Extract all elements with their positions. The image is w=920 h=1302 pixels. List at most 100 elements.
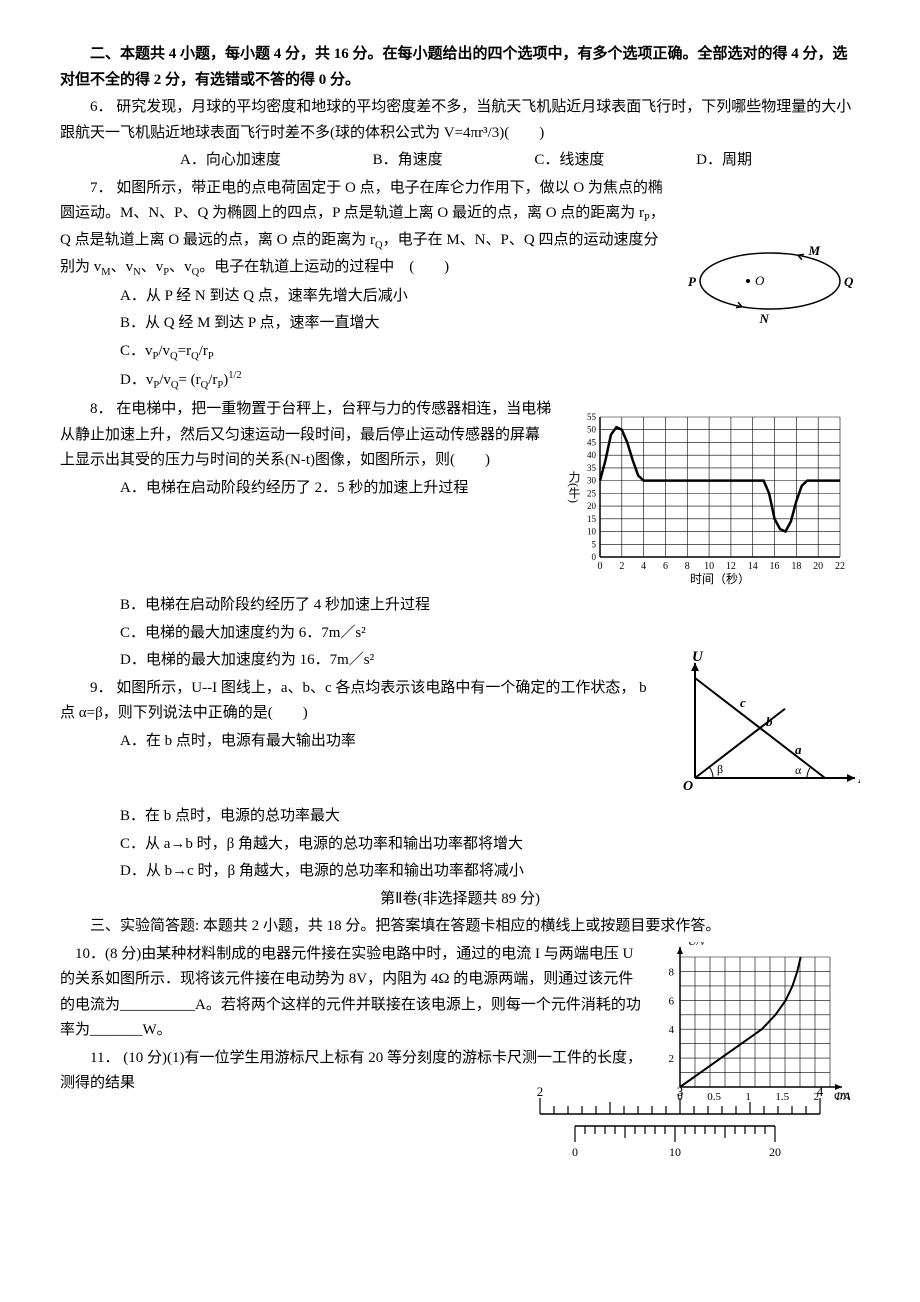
svg-text:3: 3 bbox=[677, 1086, 684, 1099]
svg-text:U/v: U/v bbox=[688, 942, 706, 948]
q7-figure: O P Q M N bbox=[680, 236, 860, 331]
svg-text:Q: Q bbox=[844, 274, 854, 289]
q7c-sq: Q bbox=[170, 351, 178, 362]
q7c-sp2: P bbox=[208, 351, 214, 362]
q7d-2: /v bbox=[159, 372, 171, 388]
svg-text:I: I bbox=[857, 771, 860, 787]
q10-num: 10． bbox=[75, 946, 105, 962]
q7c-4: /r bbox=[199, 343, 208, 359]
q7-t5: 、v bbox=[141, 259, 164, 275]
q6-optC: C．线速度 bbox=[474, 148, 604, 174]
svg-text:5: 5 bbox=[592, 539, 597, 549]
ellipse-diagram: O P Q M N bbox=[680, 236, 860, 331]
svg-text:12: 12 bbox=[726, 561, 736, 572]
svg-text:35: 35 bbox=[587, 463, 597, 473]
q10-t3: W。 bbox=[143, 1022, 172, 1038]
svg-text:8: 8 bbox=[669, 966, 675, 978]
q7d-3: = (r bbox=[178, 372, 200, 388]
svg-text:N: N bbox=[759, 311, 770, 326]
q9-optD: D．从 b→c 时，β 角越大，电源的总功率和输出功率都将减小 bbox=[60, 859, 860, 885]
svg-text:40: 40 bbox=[587, 450, 597, 460]
q6-options: A．向心加速度 B．角速度 C．线速度 D．周期 bbox=[60, 148, 860, 174]
q9-figure: UIOabcβα bbox=[670, 648, 860, 798]
ui-diagram: UIOabcβα bbox=[670, 648, 860, 798]
q8-num: 8． bbox=[90, 401, 113, 417]
svg-text:M: M bbox=[808, 243, 821, 258]
svg-text:0: 0 bbox=[598, 561, 603, 572]
q6-optB: B．角速度 bbox=[313, 148, 443, 174]
svg-text:O: O bbox=[683, 779, 693, 794]
q7d-sup: 1/2 bbox=[228, 370, 241, 381]
svg-text:20: 20 bbox=[769, 1145, 781, 1159]
q11-num: 11． bbox=[90, 1050, 119, 1066]
svg-text:10: 10 bbox=[704, 561, 714, 572]
svg-text:0: 0 bbox=[592, 552, 597, 562]
svg-text:力(牛): 力(牛) bbox=[567, 471, 581, 503]
q6-num: 6． bbox=[90, 99, 113, 115]
q7-t6: 、v bbox=[169, 259, 192, 275]
q7c-2: /v bbox=[158, 343, 170, 359]
part2-header: 第Ⅱ卷(非选择题共 89 分) bbox=[60, 887, 860, 913]
svg-text:10: 10 bbox=[669, 1145, 681, 1159]
q7-optC: C．vP/vQ=rQ/rP bbox=[60, 339, 860, 366]
sub-m: M bbox=[101, 267, 110, 278]
svg-text:时间（秒）: 时间（秒） bbox=[690, 572, 750, 586]
svg-text:2: 2 bbox=[669, 1053, 675, 1065]
svg-text:β: β bbox=[717, 762, 723, 776]
svg-text:b: b bbox=[766, 714, 773, 729]
svg-text:10: 10 bbox=[587, 527, 597, 537]
q7d-1: D．v bbox=[120, 372, 153, 388]
svg-text:30: 30 bbox=[587, 476, 597, 486]
q7c-3: =r bbox=[178, 343, 191, 359]
section2-header: 二、本题共 4 小题，每小题 4 分，共 16 分。在每小题给出的四个选项中，有… bbox=[60, 42, 860, 93]
q7-optD: D．vP/vQ= (rQ/rP)1/2 bbox=[60, 367, 860, 395]
svg-text:18: 18 bbox=[791, 561, 801, 572]
svg-text:20: 20 bbox=[813, 561, 823, 572]
svg-text:2: 2 bbox=[619, 561, 624, 572]
q9-num: 9． bbox=[90, 680, 113, 696]
svg-text:2: 2 bbox=[537, 1086, 544, 1099]
svg-text:0: 0 bbox=[572, 1145, 578, 1159]
q6-optD: D．周期 bbox=[636, 148, 752, 174]
svg-text:α: α bbox=[795, 763, 802, 777]
svg-text:25: 25 bbox=[587, 489, 597, 499]
svg-text:U: U bbox=[692, 649, 704, 665]
svg-text:8: 8 bbox=[685, 561, 690, 572]
q11-figure: 2 3 4 cm 0 10 20 bbox=[520, 1086, 860, 1166]
svg-text:a: a bbox=[795, 742, 802, 757]
svg-text:14: 14 bbox=[748, 561, 758, 572]
svg-text:15: 15 bbox=[587, 514, 597, 524]
q8-figure: 0246810121416182022051015202530354045505… bbox=[560, 397, 860, 587]
svg-text:4: 4 bbox=[669, 1024, 675, 1036]
q7c-sq2: Q bbox=[191, 351, 199, 362]
vernier-scale: 2 3 4 cm 0 10 20 bbox=[520, 1086, 860, 1166]
svg-text:6: 6 bbox=[669, 995, 675, 1007]
sub-q: Q bbox=[375, 240, 383, 251]
q8-optB: B．电梯在启动阶段约经历了 4 秒加速上升过程 bbox=[60, 593, 860, 619]
q7c-1: C．v bbox=[120, 343, 153, 359]
svg-text:50: 50 bbox=[587, 425, 597, 435]
svg-text:55: 55 bbox=[587, 412, 597, 422]
q7-t1: 如图所示，带正电的点电荷固定于 O 点，电子在库仑力作用下，做以 O 为焦点的椭… bbox=[60, 180, 663, 222]
q6-body: 6． 研究发现，月球的平均密度和地球的平均密度差不多，当航天飞机贴近月球表面飞行… bbox=[60, 95, 860, 146]
svg-text:cm: cm bbox=[834, 1087, 850, 1102]
svg-text:6: 6 bbox=[663, 561, 668, 572]
q10-blank1: __________ bbox=[120, 997, 195, 1013]
q9-optB: B．在 b 点时，电源的总功率最大 bbox=[60, 804, 860, 830]
svg-text:4: 4 bbox=[641, 561, 646, 572]
q7-t7: 。电子在轨道上运动的过程中 ( ) bbox=[199, 259, 449, 275]
svg-text:22: 22 bbox=[835, 561, 845, 572]
q6-text: 研究发现，月球的平均密度和地球的平均密度差不多，当航天飞机贴近月球表面飞行时，下… bbox=[60, 99, 851, 141]
svg-text:20: 20 bbox=[587, 501, 597, 511]
svg-text:4: 4 bbox=[817, 1086, 824, 1099]
q9-optC: C．从 a→b 时，β 角越大，电源的总功率和输出功率都将增大 bbox=[60, 832, 860, 858]
svg-text:O: O bbox=[755, 273, 765, 288]
q11-pts: (10 分) bbox=[123, 1050, 167, 1066]
q10-pts: (8 分) bbox=[105, 946, 141, 962]
svg-text:P: P bbox=[688, 274, 697, 289]
q8-text: 在电梯中，把一重物置于台秤上，台秤与力的传感器相连，当电梯从静止加速上升，然后又… bbox=[60, 401, 551, 468]
section3-header: 三、实验简答题: 本题共 2 小题，共 18 分。把答案填在答题卡相应的横线上或… bbox=[60, 914, 860, 940]
q6-optA: A．向心加速度 bbox=[120, 148, 281, 174]
svg-text:45: 45 bbox=[587, 438, 597, 448]
q7-t4: 、v bbox=[111, 259, 134, 275]
